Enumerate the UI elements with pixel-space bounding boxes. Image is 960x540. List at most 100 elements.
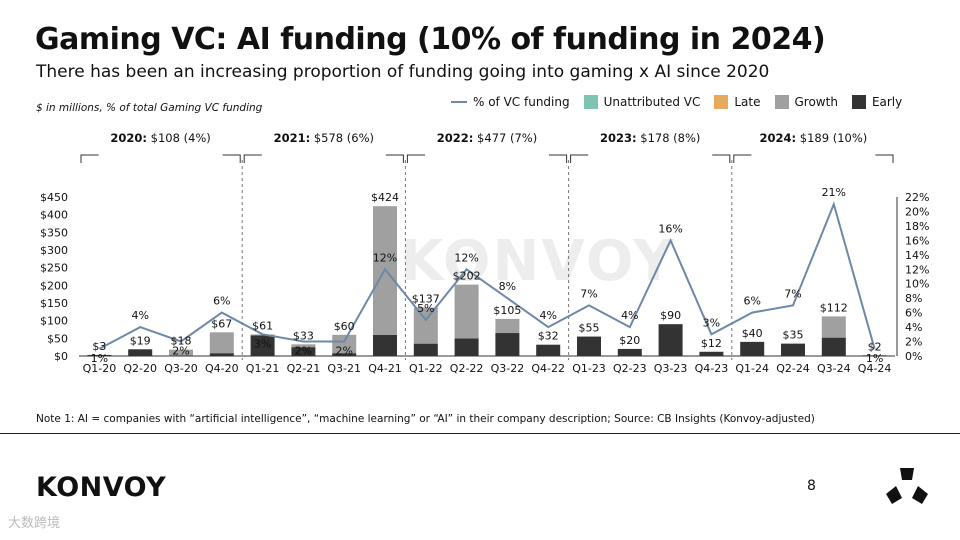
bar-segment-early <box>291 347 316 356</box>
y-right-tick-label: 20% <box>905 205 929 218</box>
y-right-tick-label: 14% <box>905 249 929 262</box>
bar-total-label: $33 <box>293 329 314 342</box>
y-left-tick-label: $0 <box>54 350 68 363</box>
legend-item-growth: Growth <box>774 95 838 109</box>
year-total-label: 2020: $108 (4%) <box>110 131 210 145</box>
x-tick-label: Q3-22 <box>491 362 525 375</box>
year-total-label: 2024: $189 (10%) <box>760 131 868 145</box>
bar-total-label: $61 <box>252 319 273 332</box>
y-left-tick-label: $250 <box>40 262 68 275</box>
bar-total-label: $137 <box>412 293 440 306</box>
konvoy-watermark: KONVOY <box>400 229 676 294</box>
legend-label: % of VC funding <box>473 95 570 109</box>
x-tick-label: Q3-21 <box>327 362 361 375</box>
pct-label: 4% <box>621 309 638 322</box>
legend-swatch <box>851 95 866 109</box>
pct-label: 6% <box>213 295 230 308</box>
units-note: $ in millions, % of total Gaming VC fund… <box>36 102 263 114</box>
pct-label: 8% <box>499 280 516 293</box>
bar-total-label: $55 <box>579 322 600 335</box>
bar-segment-growth <box>332 334 357 354</box>
corner-watermark: 大数跨境 <box>8 516 61 531</box>
x-tick-label: Q4-20 <box>205 362 239 375</box>
y-left-tick-label: $300 <box>40 244 68 257</box>
y-right-tick-label: 0% <box>905 350 922 363</box>
bar-segment-early <box>577 336 601 356</box>
bar-total-label: $18 <box>171 335 192 348</box>
bar-total-label: $12 <box>701 337 722 350</box>
legend-swatch <box>714 95 729 109</box>
x-tick-label: Q4-21 <box>368 362 402 375</box>
bar-total-label: $105 <box>493 304 521 317</box>
year-label-year: 2024: <box>760 131 797 145</box>
pct-label: 12% <box>454 251 478 264</box>
bar-total-label: $40 <box>742 327 763 340</box>
legend-item-early: Early <box>851 95 902 109</box>
bar-segment-growth <box>291 344 316 348</box>
y-right-tick-label: 12% <box>905 263 929 276</box>
pct-label: 6% <box>743 295 760 308</box>
y-right-tick-label: 4% <box>905 321 922 334</box>
legend-line-swatch <box>451 101 467 103</box>
bar-total-label: $112 <box>820 301 848 314</box>
bar-segment-early <box>332 353 357 356</box>
bar-segment-early <box>87 354 112 356</box>
year-label-amount: $189 (10%) <box>796 131 867 145</box>
bar-segment-early <box>740 341 765 356</box>
pct-label: 12% <box>373 251 397 264</box>
pct-label: 5% <box>417 302 434 315</box>
year-label-bg <box>261 146 386 164</box>
y-right-tick-label: 2% <box>905 336 922 349</box>
source-note: Note 1: AI = companies with “artificial … <box>36 413 815 425</box>
bar-segment-early <box>781 343 805 356</box>
bar-segment-early <box>209 353 234 356</box>
chart-legend: % of VC funding Unattributed VC Late Gro… <box>451 95 916 109</box>
legend-swatch <box>583 95 598 109</box>
legend-label: Unattributed VC <box>603 95 701 109</box>
year-label-amount: $178 (8%) <box>637 131 701 145</box>
x-tick-label: Q2-20 <box>123 362 157 375</box>
pct-label: 2% <box>172 345 189 358</box>
bar-segment-early <box>658 324 683 356</box>
x-tick-label: Q3-23 <box>654 362 688 375</box>
x-tick-label: Q1-24 <box>735 362 769 375</box>
legend-item-pct: % of VC funding <box>451 95 570 109</box>
bar-total-label: $20 <box>619 334 640 347</box>
year-label-amount: $578 (6%) <box>310 131 374 145</box>
x-tick-label: Q3-20 <box>164 362 198 375</box>
bar-segment-growth <box>495 318 520 334</box>
x-tick-label: Q1-21 <box>246 362 280 375</box>
x-tick-label: Q4-22 <box>531 362 565 375</box>
bar-total-label: $202 <box>453 270 481 283</box>
bar-segment-early <box>250 335 275 356</box>
year-label-bg <box>425 146 549 164</box>
brand-logo-text: KONVOY <box>36 472 167 503</box>
pct-label: 2% <box>335 345 352 358</box>
pct-label: 4% <box>539 309 556 322</box>
pct-label: 1% <box>91 352 108 365</box>
x-tick-label: Q2-23 <box>613 362 647 375</box>
pct-label: 7% <box>580 287 597 300</box>
y-left-tick-label: $200 <box>40 279 68 292</box>
pct-label: 16% <box>658 222 682 235</box>
legend-label: Late <box>734 95 761 109</box>
y-left-tick-label: $100 <box>40 315 68 328</box>
year-label-bg <box>98 146 223 164</box>
bar-segment-early <box>536 344 561 356</box>
bar-total-label: $2 <box>868 340 882 353</box>
funding-chart: KONVOY $0 $50 $100 $150 $200 $250 $300 $350 $400 $… <box>40 131 929 375</box>
year-total-label: 2022: $477 (7%) <box>437 131 537 145</box>
bar-segment-early <box>128 349 153 356</box>
year-label-bg <box>751 146 876 164</box>
y-right-tick-label: 6% <box>905 307 922 320</box>
legend-item-late: Late <box>714 95 761 109</box>
x-tick-label: Q1-20 <box>83 362 117 375</box>
page-title: Gaming VC: AI funding (10% of funding in… <box>35 22 826 57</box>
x-tick-label: Q4-24 <box>858 362 892 375</box>
bar-total-label: $90 <box>660 309 681 322</box>
bar-segment-growth <box>209 332 234 354</box>
year-label-amount: $477 (7%) <box>473 131 537 145</box>
pct-label: 3% <box>703 316 720 329</box>
bar-segment-growth <box>821 316 846 338</box>
year-label-bg <box>588 146 713 164</box>
